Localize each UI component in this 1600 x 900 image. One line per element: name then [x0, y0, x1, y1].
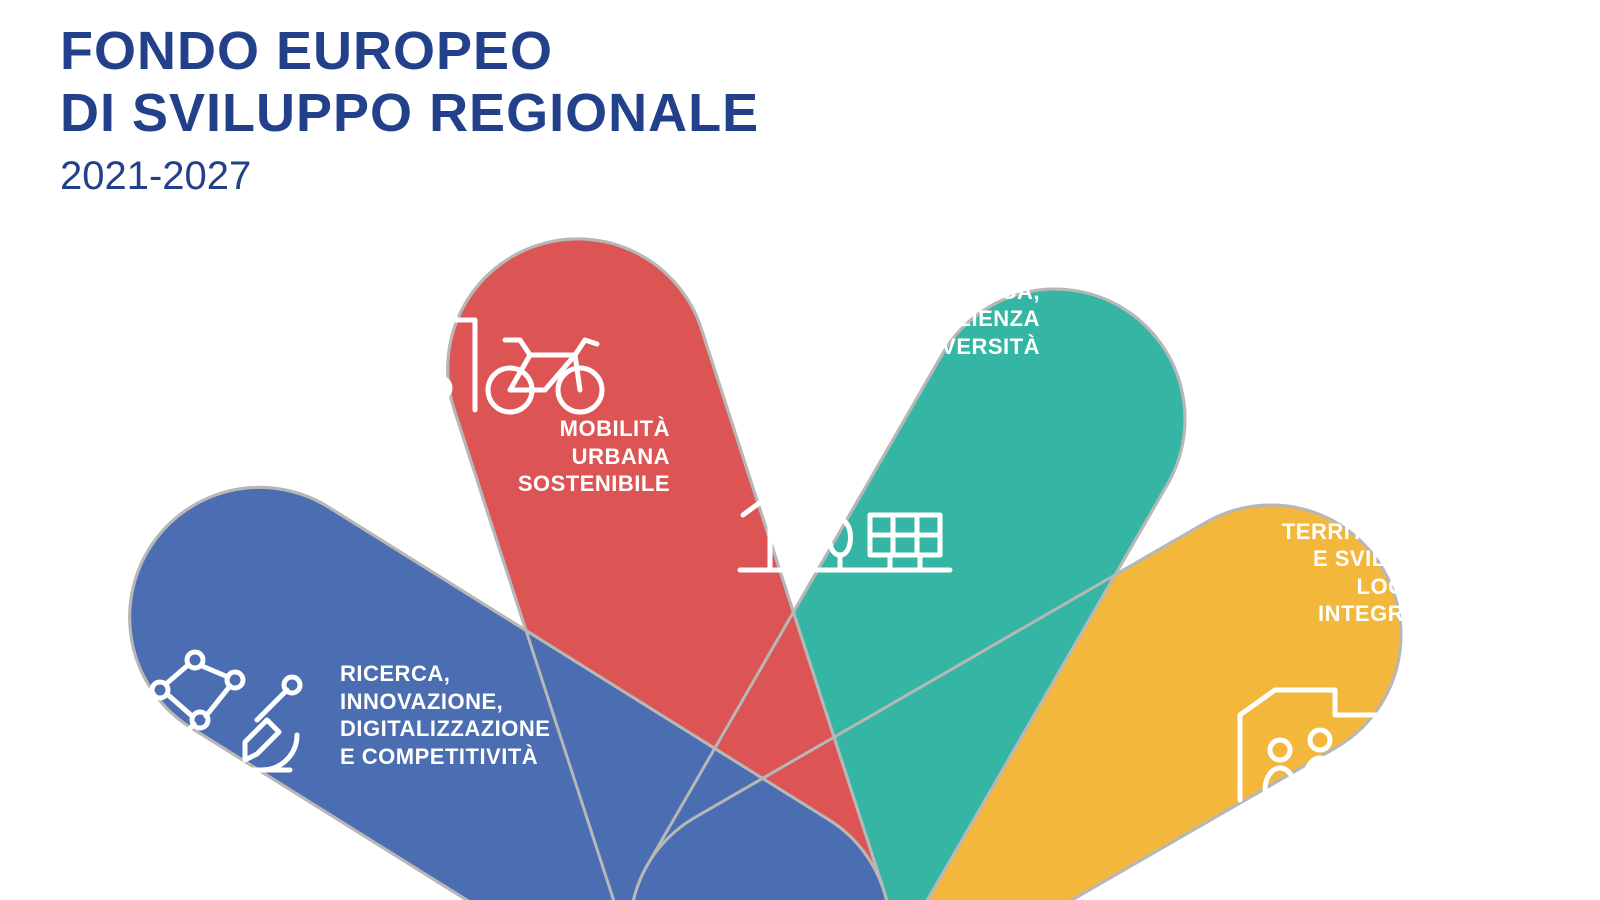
petals-svg	[0, 0, 1600, 900]
petal-label-ecology: TRANSIZIONEECOLOGICA,RESILIENZAE BIODIVE…	[810, 250, 1040, 360]
petal-label-research: RICERCA,INNOVAZIONE,DIGITALIZZAZIONEE CO…	[340, 660, 600, 770]
infographic-root: FONDO EUROPEO DI SVILUPPO REGIONALE 2021…	[0, 0, 1600, 900]
petal-label-cohesion: COESIONETERRITORIALEE SVILUPPOLOCALEINTE…	[1250, 490, 1450, 628]
petal-label-mobility: MOBILITÀURBANASOSTENIBILE	[490, 415, 670, 498]
